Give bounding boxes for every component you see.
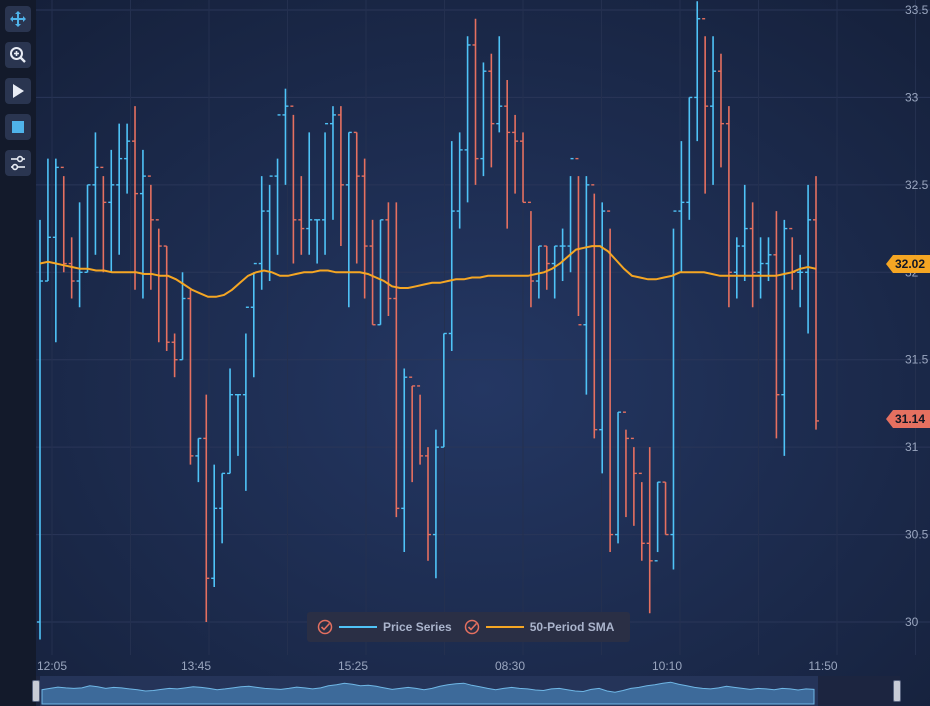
y-tick-label: 33.5 [905,3,929,17]
legend-item-price-series[interactable]: Price Series [317,619,452,635]
y-tick-label: 33 [905,90,919,104]
navigator-panel[interactable] [36,676,900,706]
sma-price-tag-text: 32.02 [895,257,925,271]
chart-legend: Price Series 50-Period SMA [307,612,630,642]
check-circle-icon[interactable] [464,619,480,635]
y-tick-label: 30.5 [905,528,929,542]
y-tick-label: 31.5 [905,353,929,367]
x-tick-label: 15:25 [338,659,368,673]
sma-price-tag: 32.02 [886,255,930,273]
x-tick-label: 13:45 [181,659,211,673]
legend-item-sma[interactable]: 50-Period SMA [464,619,615,635]
check-circle-icon[interactable] [317,619,333,635]
navigator-right-handle[interactable] [893,680,901,702]
y-tick-label: 31 [905,440,919,454]
x-tick-label: 08:30 [495,659,525,673]
y-tick-label: 30 [905,615,919,629]
legend-swatch-price-series [339,626,377,628]
y-tick-label: 32.5 [905,178,929,192]
x-tick-label: 12:05 [37,659,67,673]
last-price-tag-text: 31.14 [895,412,925,426]
legend-swatch-sma [486,626,524,628]
legend-label-sma: 50-Period SMA [530,620,615,634]
x-tick-label: 10:10 [652,659,682,673]
navigator-left-handle[interactable] [32,680,40,702]
legend-label-price-series: Price Series [383,620,452,634]
x-tick-label: 11:50 [808,659,837,673]
last-price-tag: 31.14 [886,410,930,428]
